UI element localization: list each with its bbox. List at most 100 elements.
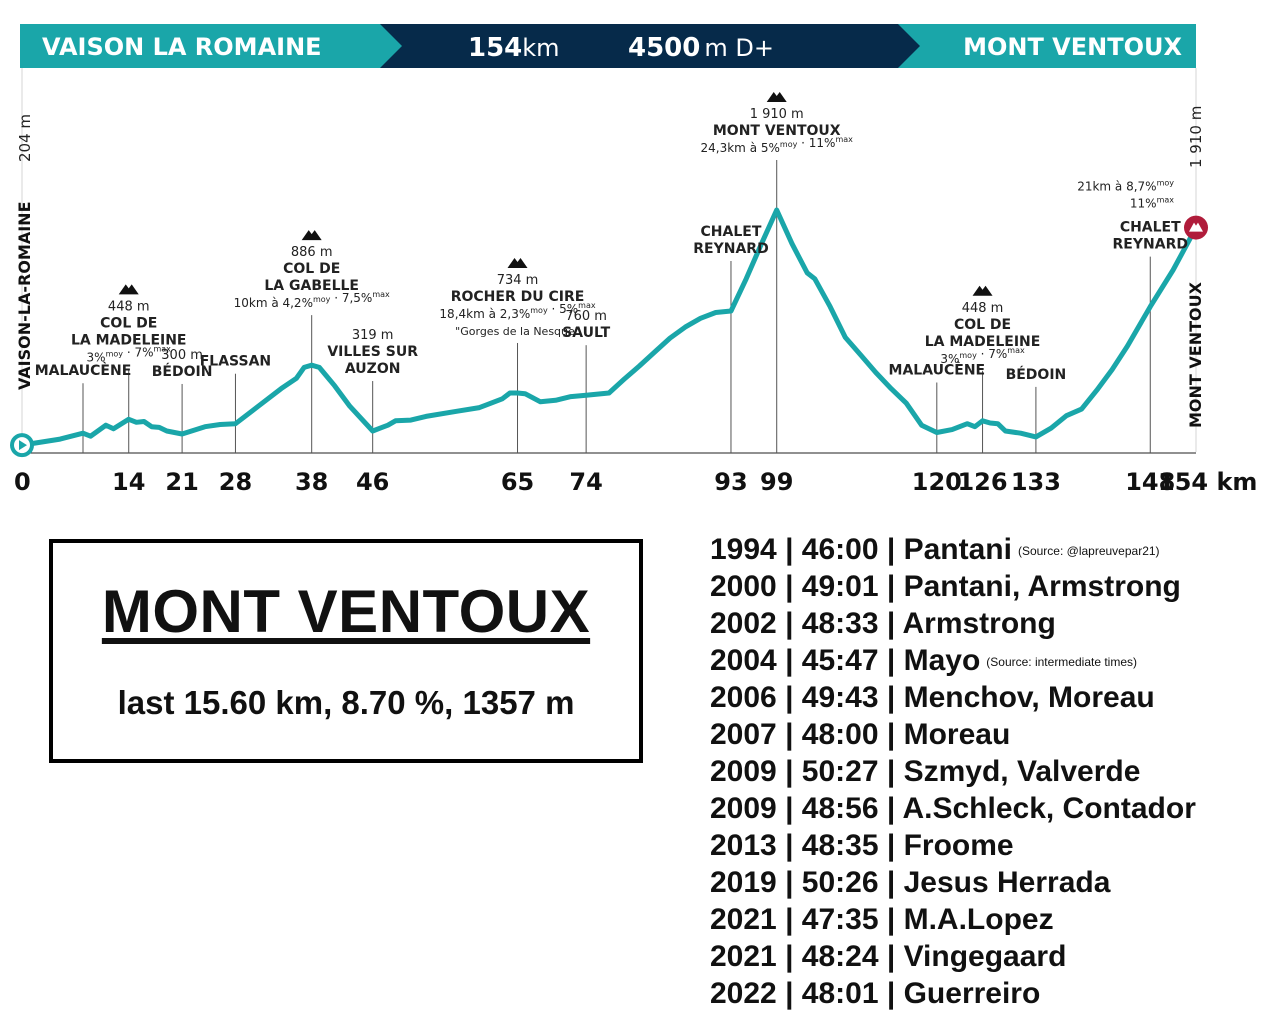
waypoint-alt: 1 910 m [750, 107, 804, 122]
waypoint-name2: AUZON [345, 361, 401, 377]
waypoint-name1: CHALET [701, 224, 762, 240]
waypoint-grad1: 21km à 8,7%moy [1077, 179, 1174, 194]
summary-box: MONT VENTOUX last 15.60 km, 8.70 %, 1357… [49, 539, 643, 763]
waypoint-superscript: max [372, 290, 390, 299]
x-tick-label: 74 [569, 468, 602, 496]
record-row: 2002 | 48:33 | Armstrong [710, 605, 1260, 642]
waypoint-name1: SAULT [562, 325, 610, 341]
waypoint-text-part: SAULT [562, 325, 610, 341]
waypoint-text-part: 300 m [161, 348, 203, 363]
waypoint-text-part: 886 m [291, 245, 333, 260]
waypoint-text-part: COL DE [100, 315, 157, 331]
start-town-vertical-label: VAISON-LA-ROMAINE [15, 201, 34, 390]
header-finish-arrow [898, 24, 1196, 68]
header-distance: 154km [468, 33, 560, 63]
waypoint-grad: 3%moy · 7%max [87, 344, 172, 364]
record-row: 2007 | 48:00 | Moreau [710, 716, 1260, 753]
waypoint-alt: 448 m [108, 299, 150, 314]
waypoint-name1: VILLES SUR [327, 344, 418, 360]
waypoint-text-part: · 11% [797, 136, 835, 150]
waypoint-text-part: 3% [940, 352, 959, 366]
waypoint-alt: 734 m [497, 273, 539, 288]
header-distance-value: 154 [468, 33, 522, 63]
waypoint-text-part: AUZON [345, 361, 401, 377]
waypoint-name1: BÉDOIN [1006, 366, 1067, 383]
record-row: 2019 | 50:26 | Jesus Herrada [710, 864, 1260, 901]
waypoint-superscript: max [835, 135, 853, 144]
x-tick-label: 21 [165, 468, 198, 496]
waypoint-text-part: CHALET [1120, 220, 1181, 236]
waypoint-text-part: REYNARD [1113, 237, 1188, 253]
waypoint-text-part: · 7% [977, 347, 1007, 361]
waypoint-text-part: · 7% [123, 345, 153, 359]
record-text: 2021 | 47:35 | M.A.Lopez [710, 903, 1054, 936]
waypoint-name2: REYNARD [693, 241, 768, 257]
waypoint-name2: LA MADELEINE [925, 334, 1041, 350]
waypoint-text-part: BÉDOIN [152, 363, 213, 380]
record-row: 2009 | 48:56 | A.Schleck, Contador [710, 790, 1260, 827]
record-text: 2009 | 50:27 | Szmyd, Valverde [710, 755, 1141, 788]
x-tick-label: 0 [14, 468, 31, 496]
waypoint-grad: 24,3km à 5%moy · 11%max [701, 135, 854, 155]
waypoint-superscript: moy [530, 306, 548, 315]
waypoint-text-part: 21km à 8,7% [1077, 180, 1156, 194]
waypoint-text-part: CHALET [701, 224, 762, 240]
waypoint-text-part: LA MADELEINE [71, 332, 187, 348]
waypoint-text-part: VILLES SUR [327, 344, 418, 360]
record-row: 2006 | 49:43 | Menchov, Moreau [710, 679, 1260, 716]
record-row: 2022 | 48:01 | Guerreiro [710, 975, 1260, 1012]
record-source: (Source: @lapreuvepar21) [1017, 543, 1160, 558]
profile-line-group [10, 207, 1208, 458]
waypoint-text-part: 448 m [962, 301, 1004, 316]
waypoint-text-part: 760 m [565, 309, 607, 324]
x-tick-label: 154 km [1158, 468, 1257, 496]
record-source: (Source: intermediate times) [986, 654, 1138, 669]
x-tick-label: 38 [295, 468, 328, 496]
waypoint-text-part: COL DE [954, 317, 1011, 333]
waypoint-superscript: moy [959, 351, 977, 360]
record-row: 1994 | 46:00 | Pantani (Source: @lapreuve… [710, 531, 1260, 568]
waypoint-name1: MONT VENTOUX [713, 123, 841, 139]
record-text: 2019 | 50:26 | Jesus Herrada [710, 866, 1111, 899]
waypoint-name2: LA MADELEINE [71, 332, 187, 348]
record-text: 2021 | 48:24 | Vingegaard [710, 940, 1067, 973]
waypoint-text-part: 24,3km à 5% [701, 141, 780, 155]
summit-mountain-icon [301, 230, 322, 241]
waypoint-superscript: max [1007, 346, 1025, 355]
waypoint-superscript: moy [1157, 179, 1175, 188]
record-times-list: 1994 | 46:00 | Pantani (Source: @lapreuve… [710, 531, 1260, 1012]
waypoint-name1: FLASSAN [200, 354, 271, 370]
waypoint-grad: 18,4km à 2,3%moy · 5%max [439, 301, 595, 321]
waypoint-name1: CHALET [1120, 220, 1181, 236]
record-text: 2002 | 48:33 | Armstrong [710, 607, 1056, 640]
elevation-profile-chart: VAISON LA ROMAINE 154km 4500 m D+ MONT VE… [10, 24, 1257, 496]
header-finish-label: MONT VENTOUX [963, 33, 1182, 61]
header-distance-unit: km [522, 34, 559, 62]
waypoint-text-part: LA MADELEINE [925, 334, 1041, 350]
x-tick-label: 28 [219, 468, 252, 496]
start-play-icon [19, 440, 27, 451]
waypoint-text-part: · 7,5% [330, 291, 372, 305]
record-text: 2000 | 49:01 | Pantani, Armstrong [710, 570, 1181, 603]
waypoint-text-part: MONT VENTOUX [713, 123, 841, 139]
waypoint-text-part: LA GABELLE [264, 278, 359, 294]
summary-title: MONT VENTOUX [101, 578, 591, 645]
record-text: 2022 | 48:01 | Guerreiro [710, 977, 1041, 1010]
waypoint-note: "Gorges de la Nesque" [455, 325, 580, 338]
header-start-arrow [20, 24, 402, 68]
record-row: 2000 | 49:01 | Pantani, Armstrong [710, 568, 1260, 605]
waypoint-superscript: max [578, 301, 596, 310]
x-tick-label: 120 [912, 468, 962, 496]
waypoint-superscript: max [1157, 196, 1175, 205]
waypoint-name1: COL DE [283, 261, 340, 277]
waypoint-text-part: MALAUCÈNE [35, 362, 132, 379]
waypoint-text-part: · 5% [548, 302, 578, 316]
x-tick-label: 99 [760, 468, 793, 496]
waypoint-alt: 300 m [161, 348, 203, 363]
record-row: 2021 | 48:24 | Vingegaard [710, 938, 1260, 975]
record-text: 2006 | 49:43 | Menchov, Moreau [710, 681, 1155, 714]
summit-mountain-icon [507, 257, 528, 268]
record-row: 2009 | 50:27 | Szmyd, Valverde [710, 753, 1260, 790]
